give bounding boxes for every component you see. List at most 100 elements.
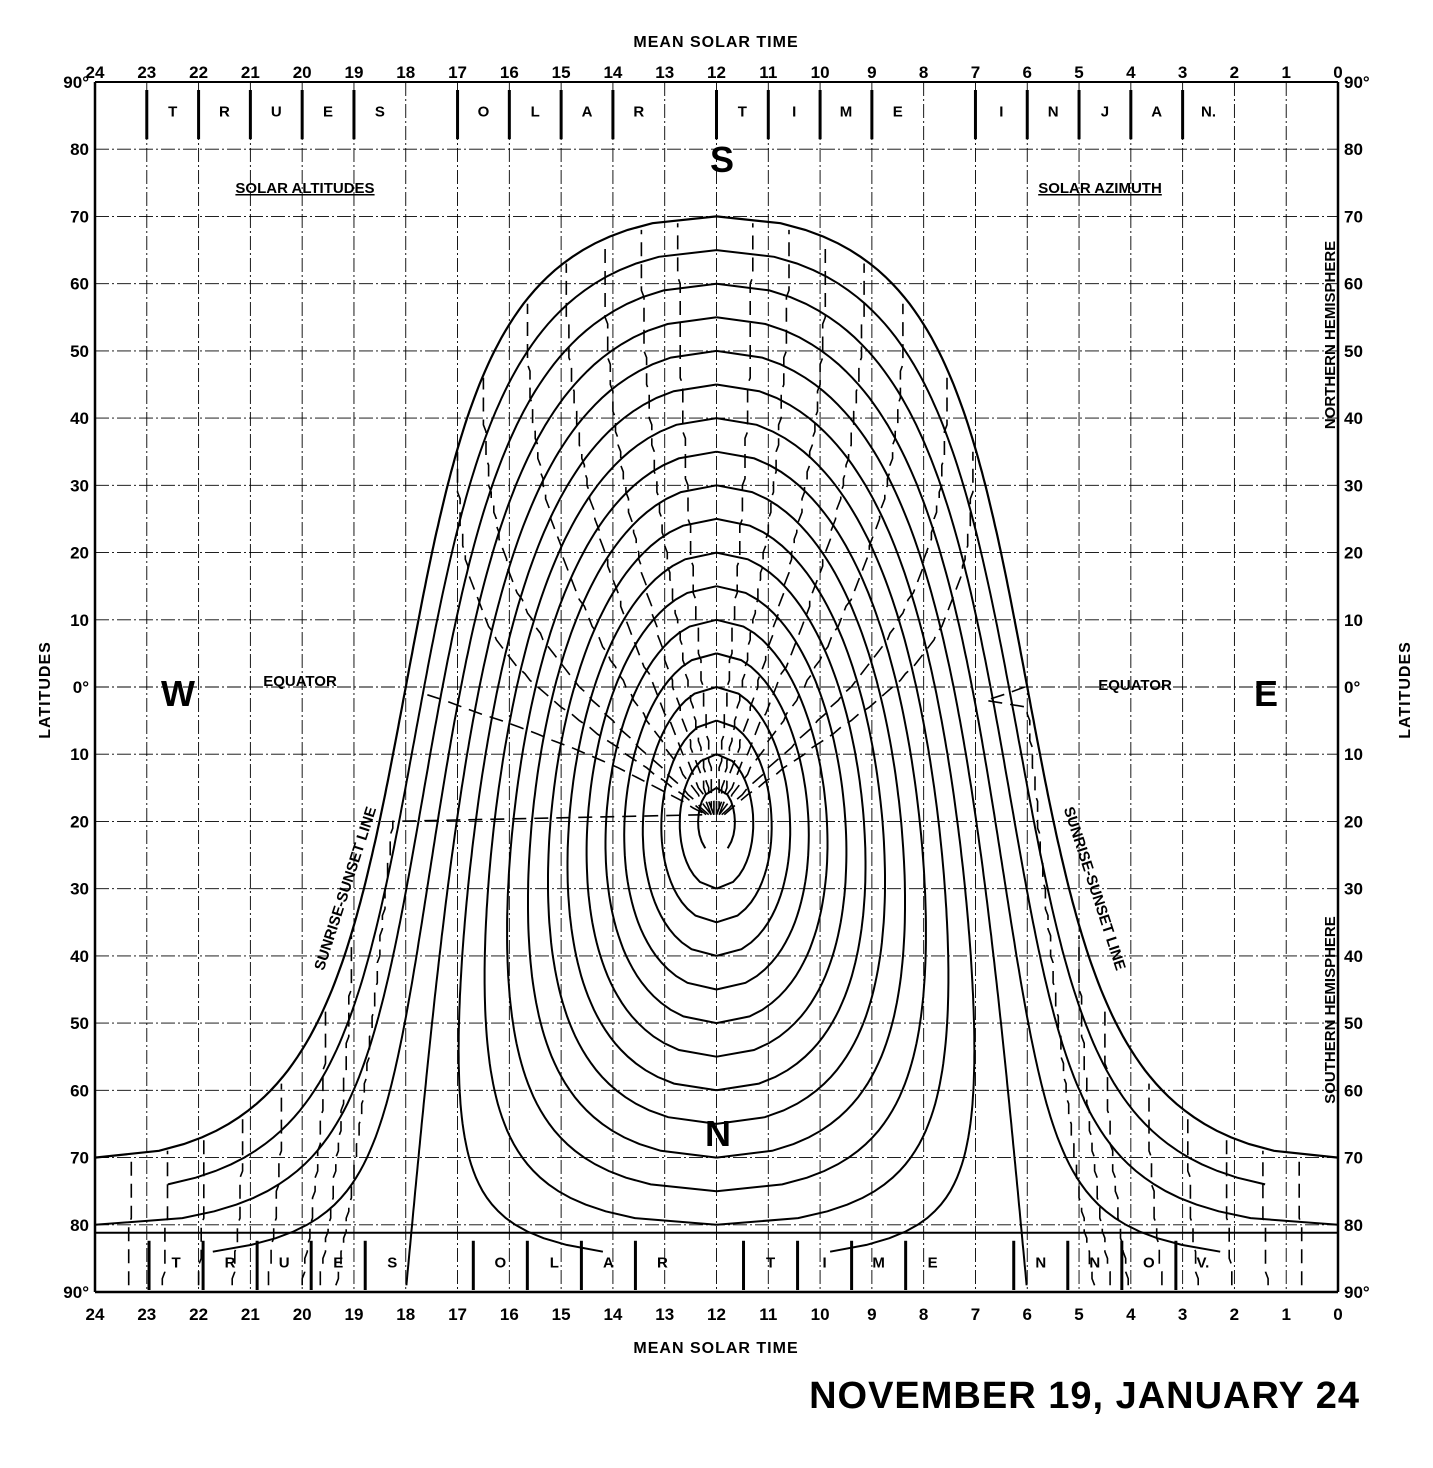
- altitude-curve-am: [716, 349, 1028, 1286]
- top-hour-tick-label: 5: [1074, 63, 1083, 82]
- altitude-curve-pm: [641, 686, 717, 957]
- top-band-letter: T: [168, 104, 177, 121]
- azimuth-curve: [197, 243, 715, 1286]
- right-latitude-tick-label: 30: [1344, 476, 1363, 495]
- right-latitude-tick-label: 70: [1344, 1149, 1363, 1168]
- top-band-letter: J: [1101, 104, 1109, 121]
- top-band-letter: N: [1048, 104, 1059, 121]
- altitude-curve-pm: [585, 585, 717, 1058]
- right-latitude-tick-label: 20: [1344, 544, 1363, 563]
- altitude-curve-am: [716, 517, 886, 1125]
- azimuth-curve: [161, 229, 715, 1286]
- azimuth-curve: [718, 263, 1199, 1286]
- right-latitude-tick-label: 80: [1344, 140, 1363, 159]
- top-band-letter: T: [738, 104, 747, 121]
- bottom-band-letter: L: [550, 1254, 559, 1271]
- true-solar-time-bands: T R U E S O L A R T I M E I N J A N. T R U E S O L A R T I M E N N O V.: [95, 81, 1338, 1290]
- west-direction-label: W: [161, 673, 195, 714]
- left-latitude-tick-label: 60: [70, 275, 89, 294]
- left-latitude-tick-label: 70: [70, 207, 89, 226]
- azimuth-curve: [267, 303, 712, 1286]
- top-band-letter: N.: [1201, 104, 1216, 121]
- north-direction-label: N: [705, 1113, 731, 1154]
- top-hour-tick-label: 17: [448, 63, 467, 82]
- solar-azimuth-heading: SOLAR AZIMUTH: [1038, 180, 1162, 197]
- left-latitude-tick-label: 80: [70, 1216, 89, 1235]
- bottom-hour-tick-label: 23: [137, 1305, 156, 1324]
- left-latitude-tick-label: 10: [70, 611, 89, 630]
- left-axis-title: LATITUDES: [37, 641, 54, 739]
- right-latitude-tick-label: 50: [1344, 342, 1363, 361]
- top-band-letter: R: [633, 104, 644, 121]
- left-latitude-tick-label: 80: [70, 140, 89, 159]
- left-latitude-tick-label: 40: [70, 409, 89, 428]
- bottom-hour-tick-label: 12: [707, 1305, 726, 1324]
- top-band-letter: L: [531, 104, 540, 121]
- bottom-band-letter: T: [171, 1254, 180, 1271]
- top-band-letter: E: [323, 104, 333, 121]
- bottom-hour-tick-label: 15: [552, 1305, 571, 1324]
- left-latitude-tick-label: 90°: [63, 1283, 89, 1302]
- azimuth-curve: [715, 229, 1269, 1286]
- altitude-curve-pm: [527, 484, 717, 1159]
- right-latitude-tick-label: 90°: [1344, 73, 1370, 92]
- azimuth-curve: [721, 377, 1129, 1286]
- altitude-curve-am: [716, 383, 976, 1253]
- bottom-hour-tick-label: 11: [759, 1305, 777, 1324]
- altitude-curve-am: [716, 652, 810, 991]
- top-band-letter: M: [840, 104, 853, 121]
- altitude-curve-am: [716, 753, 755, 890]
- altitude-curve-pm: [566, 551, 717, 1092]
- bottom-band-letter: I: [823, 1254, 827, 1271]
- right-latitude-tick-label: 40: [1344, 947, 1363, 966]
- bottom-hour-tick-label: 20: [293, 1305, 312, 1324]
- top-axis-title: MEAN SOLAR TIME: [633, 34, 798, 51]
- altitude-curve-pm: [94, 215, 717, 1159]
- top-hour-tick-label: 23: [137, 63, 156, 82]
- top-hour-tick-label: 4: [1126, 63, 1136, 82]
- altitude-curve-pm: [604, 618, 717, 1025]
- left-latitude-tick-label: 40: [70, 947, 89, 966]
- right-latitude-tick-label: 60: [1344, 275, 1363, 294]
- bottom-band-letter: R: [657, 1254, 668, 1271]
- bottom-band-letter: O: [1143, 1254, 1155, 1271]
- left-latitude-tick-label: 50: [70, 1014, 89, 1033]
- bottom-hour-tick-label: 2: [1230, 1305, 1239, 1324]
- bottom-hour-tick-label: 6: [1023, 1305, 1032, 1324]
- bottom-hour-tick-label: 3: [1178, 1305, 1187, 1324]
- bottom-hour-tick-label: 10: [811, 1305, 830, 1324]
- solar-altitudes-heading: SOLAR ALTITUDES: [235, 180, 374, 197]
- azimuth-curve: [127, 223, 715, 1286]
- top-hour-tick-label: 15: [552, 63, 571, 82]
- top-band-letter: U: [271, 104, 282, 121]
- top-hour-tick-label: 8: [919, 63, 928, 82]
- right-latitude-tick-label: 90°: [1344, 1283, 1370, 1302]
- top-hour-tick-label: 16: [500, 63, 519, 82]
- top-hour-tick-label: 18: [396, 63, 415, 82]
- right-latitude-tick-label: 80: [1344, 1216, 1363, 1235]
- southern-hemisphere-label: SOUTHERN HEMISPHERE: [1322, 916, 1339, 1104]
- left-latitude-tick-label: 0°: [73, 678, 89, 697]
- right-axis-title: LATITUDES: [1397, 641, 1414, 739]
- bottom-hour-tick-label: 7: [971, 1305, 980, 1324]
- altitude-curve-pm: [457, 383, 717, 1253]
- bottom-hour-tick-label: 0: [1333, 1305, 1342, 1324]
- equator-label-west: EQUATOR: [263, 673, 337, 690]
- top-hour-tick-label: 14: [603, 63, 622, 82]
- left-latitude-tick-label: 90°: [63, 73, 89, 92]
- right-latitude-tick-label: 30: [1344, 880, 1363, 899]
- bottom-hour-tick-label: 17: [448, 1305, 467, 1324]
- top-hour-tick-label: 9: [867, 63, 876, 82]
- bottom-band-letter: T: [766, 1254, 775, 1271]
- top-hour-tick-label: 2: [1230, 63, 1239, 82]
- bottom-hour-tick-label: 9: [867, 1305, 876, 1324]
- top-hour-tick-label: 20: [293, 63, 312, 82]
- right-latitude-tick-label: 0°: [1344, 678, 1360, 697]
- bottom-band-letter: V.: [1196, 1254, 1209, 1271]
- bottom-band-letter: R: [225, 1254, 236, 1271]
- altitude-curve-am: [715, 786, 736, 849]
- altitude-curve-pm: [660, 719, 717, 924]
- bottom-hour-tick-label: 14: [603, 1305, 622, 1324]
- altitude-curve-am: [716, 686, 792, 957]
